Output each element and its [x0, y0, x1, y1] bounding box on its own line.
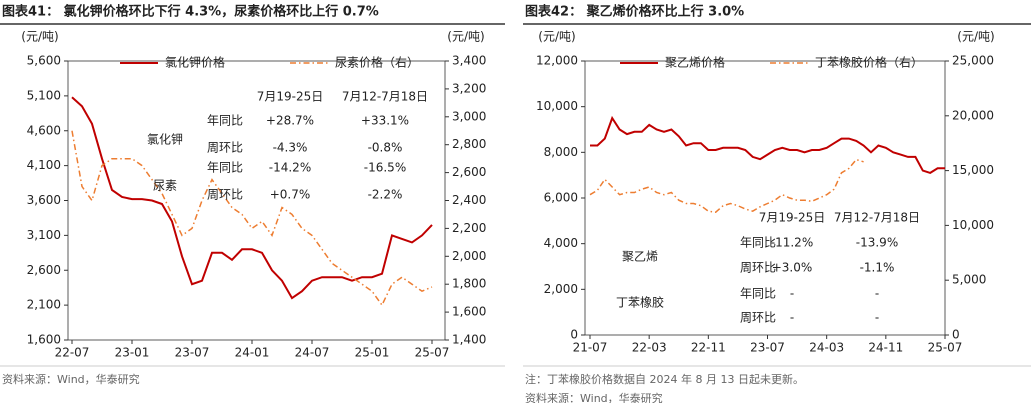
chart-title: 图表42： 聚乙烯价格环比上行 3.0%	[525, 4, 744, 20]
annotation-row-label: 周环比	[740, 311, 776, 325]
series-line	[589, 158, 864, 213]
x-tick-label: 23-01	[115, 346, 150, 360]
annotation-value: +0.7%	[270, 188, 311, 202]
annotation-group: 丁苯橡胶	[616, 295, 664, 310]
annotation-header: 7月19-25日	[759, 211, 826, 225]
annotation-value: -2.2%	[368, 188, 403, 202]
annotation-value: +28.7%	[266, 114, 314, 128]
y2-tick-label: 1,600	[452, 305, 486, 319]
annotation-row-label: 年同比	[740, 287, 776, 301]
x-tick-label: 25-01	[355, 346, 390, 360]
y2-tick-label: 25,000	[952, 54, 994, 68]
y2-tick-label: 20,000	[952, 108, 994, 122]
x-tick-label: 25-07	[928, 341, 963, 355]
x-tick-label: 24-07	[295, 346, 330, 360]
source: 资料来源：Wind，华泰研究	[2, 372, 140, 386]
series-line	[71, 96, 433, 300]
y-tick-label: 1,600	[27, 333, 61, 347]
annotation-value: -14.2%	[269, 161, 311, 175]
annotation-row-label: 周环比	[207, 141, 243, 155]
annotation-value: -0.8%	[368, 141, 403, 155]
y2-tick-label: 15,000	[952, 163, 994, 177]
annotation-value: -	[790, 311, 794, 325]
x-tick-label: 24-03	[809, 341, 844, 355]
y2-tick-label: 2,800	[452, 137, 486, 151]
annotation-header: 7月12-7月18日	[834, 211, 920, 225]
y2-tick-label: 1,400	[452, 333, 486, 347]
y-tick-label: 5,100	[27, 88, 61, 102]
annotation-row-label: 周环比	[207, 188, 243, 202]
y2-tick-label: 2,000	[452, 249, 486, 263]
y-axis-label: (元/吨)	[21, 30, 58, 44]
x-tick-label: 25-07	[415, 346, 450, 360]
x-tick-label: 22-07	[55, 346, 90, 360]
y2-tick-label: 3,200	[452, 81, 486, 95]
x-tick-label: 24-11	[868, 341, 903, 355]
source: 资料来源：Wind，华泰研究	[525, 391, 663, 403]
y2-tick-label: 10,000	[952, 218, 994, 232]
series-line	[590, 115, 945, 174]
annotation-header: 7月19-25日	[257, 90, 324, 104]
legend-label: 丁苯橡胶价格（右）	[815, 55, 923, 70]
y-axis-label: (元/吨)	[538, 30, 575, 44]
x-tick-label: 21-07	[573, 341, 608, 355]
y2-axis-label: (元/吨)	[957, 30, 994, 44]
y-tick-label: 3,600	[27, 193, 61, 207]
x-tick-label: 22-11	[691, 341, 726, 355]
annotation-value: +3.0%	[772, 261, 813, 275]
legend-label: 尿素价格（右）	[335, 55, 419, 70]
annotation-value: -4.3%	[273, 141, 308, 155]
y2-tick-label: 2,600	[452, 165, 486, 179]
x-tick-label: 24-01	[235, 346, 270, 360]
annotation-value: -16.5%	[364, 161, 406, 175]
annotation-group: 聚乙烯	[622, 250, 658, 264]
y-tick-label: 2,600	[27, 263, 61, 277]
y-tick-label: 4,100	[27, 158, 61, 172]
y-tick-label: 5,600	[27, 54, 61, 68]
y-tick-label: 6,000	[544, 191, 578, 205]
annotation-value: -	[875, 287, 879, 301]
annotation-row-label: 周环比	[740, 261, 776, 275]
x-tick-label: 23-07	[750, 341, 785, 355]
annotation-value: -	[875, 311, 879, 325]
note: 注：丁苯橡胶价格数据自 2024 年 8 月 13 日起未更新。	[525, 372, 804, 386]
annotation-header: 7月12-7月18日	[342, 90, 428, 104]
annotation-value: +33.1%	[361, 114, 409, 128]
y2-tick-label: 5,000	[952, 273, 986, 287]
legend-label: 氯化钾价格	[165, 55, 225, 70]
y2-tick-label: 0	[952, 328, 960, 342]
annotation-row-label: 年同比	[207, 161, 243, 175]
y-tick-label: 10,000	[536, 99, 578, 113]
y2-axis-label: (元/吨)	[447, 30, 484, 44]
y2-tick-label: 3,000	[452, 109, 486, 123]
legend-label: 聚乙烯价格	[665, 55, 725, 70]
annotation-group: 尿素	[153, 179, 177, 193]
annotation-value: -1.1%	[860, 261, 895, 275]
y-tick-label: 2,100	[27, 298, 61, 312]
x-tick-label: 23-07	[175, 346, 210, 360]
y2-tick-label: 2,400	[452, 193, 486, 207]
y-tick-label: 2,000	[544, 282, 578, 296]
annotation-value: -13.9%	[856, 236, 898, 250]
chart-title: 图表41： 氯化钾价格环比下行 4.3%，尿素价格环比上行 0.7%	[2, 4, 379, 20]
annotation-value: -	[790, 287, 794, 301]
annotation-group: 氯化钾	[147, 133, 183, 147]
annotation-row-label: 年同比	[740, 236, 776, 250]
annotation-row-label: 年同比	[207, 114, 243, 128]
y-tick-label: 3,100	[27, 228, 61, 242]
y2-tick-label: 2,200	[452, 221, 486, 235]
y2-tick-label: 3,400	[452, 54, 486, 68]
y-tick-label: 4,000	[544, 236, 578, 250]
y-tick-label: 12,000	[536, 54, 578, 68]
y2-tick-label: 1,800	[452, 277, 486, 291]
x-tick-label: 22-03	[632, 341, 667, 355]
y-tick-label: 0	[570, 328, 578, 342]
annotation-value: -11.2%	[771, 236, 813, 250]
y-tick-label: 8,000	[544, 145, 578, 159]
y-tick-label: 4,600	[27, 123, 61, 137]
